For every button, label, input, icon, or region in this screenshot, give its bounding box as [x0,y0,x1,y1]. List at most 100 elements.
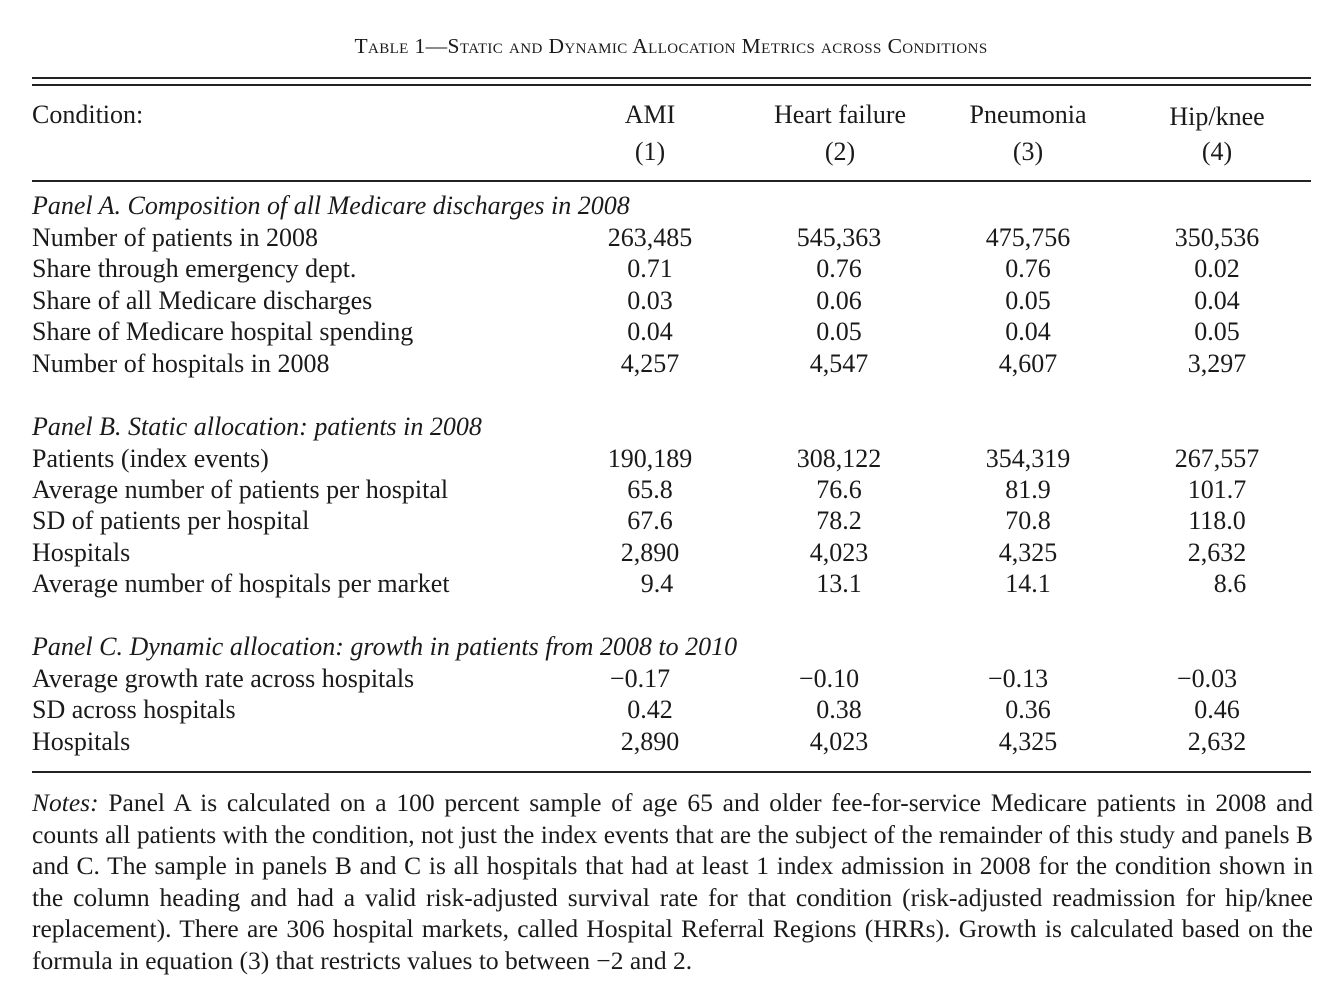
row-label: SD across hospitals [32,695,236,724]
cell-pneumonia: 0.04 [1005,317,1051,346]
cell-ami: 67.6 [627,506,673,535]
cell-pneumonia: 0.76 [1005,254,1051,283]
cell-heart-failure: 0.06 [816,286,862,315]
column-name-pneumonia: Pneumonia [969,100,1087,129]
cell-heart-failure: 4,547 [809,349,869,378]
cell-heart-failure: 4,023 [809,727,869,756]
cell-hip-knee: −0.03 [1176,664,1238,693]
table-row: Average growth rate across hospitals −0.… [0,663,1334,695]
cell-hip-knee: 2,632 [1187,727,1247,756]
row-label: Average number of hospitals per market [32,569,450,598]
panel-a-title-row: Panel A. Composition of all Medicare dis… [0,190,1334,222]
cell-pneumonia: 4,607 [998,349,1058,378]
cell-pneumonia: 14.1 [1005,569,1051,598]
row-label: Share of Medicare hospital spending [32,317,414,346]
cell-ami: 2,890 [620,727,680,756]
cell-heart-failure: −0.10 [798,664,860,693]
cell-ami: 4,257 [620,349,680,378]
table-row: Share of all Medicare discharges 0.03 0.… [0,285,1334,317]
cell-hip-knee: 267,557 [1174,444,1260,473]
table-row: Number of patients in 2008 263,485 545,3… [0,222,1334,254]
cell-ami: −0.17 [609,664,671,693]
column-name-hip-knee: Hip/knee [1169,102,1265,131]
cell-hip-knee: 0.46 [1194,695,1240,724]
cell-ami: 2,890 [620,538,680,567]
cell-heart-failure: 0.05 [816,317,862,346]
notes-text: Panel A is calculated on a 100 percent s… [32,788,1314,975]
cell-ami: 0.04 [627,317,673,346]
panel-c-title: Panel C. Dynamic allocation: growth in p… [32,632,738,661]
top-rule [32,77,1311,79]
cell-heart-failure: 76.6 [816,475,862,504]
table-title: Table 1—Static and Dynamic Allocation Me… [354,34,988,58]
panel-a-title: Panel A. Composition of all Medicare dis… [32,191,630,220]
cell-ami: 0.71 [627,254,673,283]
cell-hip-knee: 8.6 [1213,569,1247,598]
row-label: Number of hospitals in 2008 [32,349,330,378]
table-row: Number of hospitals in 2008 4,257 4,547 … [0,348,1334,380]
cell-ami: 0.42 [627,695,673,724]
cell-heart-failure: 4,023 [809,538,869,567]
table-row: Average number of patients per hospital … [0,474,1334,506]
cell-ami: 65.8 [627,475,673,504]
cell-pneumonia: 81.9 [1005,475,1051,504]
table-row: Patients (index events) 190,189 308,122 … [0,443,1334,475]
row-label: Average number of patients per hospital [32,475,449,504]
column-number-1: (1) [634,137,666,166]
row-label: Hospitals [32,538,131,567]
table-row: SD of patients per hospital 67.6 78.2 70… [0,505,1334,537]
panel-b-title-row: Panel B. Static allocation: patients in … [0,411,1334,443]
header-row-names: Condition: AMI Heart failure Pneumonia H… [0,99,1334,131]
row-label: Share through emergency dept. [32,254,357,283]
panel-c-title-row: Panel C. Dynamic allocation: growth in p… [0,631,1334,663]
row-label: Patients (index events) [32,444,269,473]
table-row: Average number of hospitals per market 9… [0,568,1334,600]
cell-heart-failure: 13.1 [816,569,862,598]
column-number-3: (3) [1012,137,1044,166]
cell-heart-failure: 308,122 [796,444,882,473]
notes-label: Notes: [32,788,99,817]
table-row: Share through emergency dept. 0.71 0.76 … [0,253,1334,285]
cell-heart-failure: 78.2 [816,506,862,535]
cell-heart-failure: 0.76 [816,254,862,283]
cell-pneumonia: 4,325 [998,538,1058,567]
cell-hip-knee: 2,632 [1187,538,1247,567]
table-row: Hospitals 2,890 4,023 4,325 2,632 [0,537,1334,569]
table-notes: Notes: Panel A is calculated on a 100 pe… [32,787,1313,977]
table-row: Share of Medicare hospital spending 0.04… [0,316,1334,348]
cell-pneumonia: 475,756 [985,223,1071,252]
header-rule [32,180,1311,182]
row-label: Number of patients in 2008 [32,223,318,252]
cell-hip-knee: 101.7 [1187,475,1247,504]
cell-ami: 9.4 [640,569,674,598]
header-row-numbers: (1) (2) (3) (4) [0,136,1334,168]
cell-hip-knee: 0.02 [1194,254,1240,283]
condition-label: Condition: [32,100,144,129]
row-label: SD of patients per hospital [32,506,310,535]
cell-pneumonia: 0.05 [1005,286,1051,315]
cell-heart-failure: 0.38 [816,695,862,724]
cell-pneumonia: 354,319 [985,444,1071,473]
row-label: Share of all Medicare discharges [32,286,373,315]
cell-ami: 0.03 [627,286,673,315]
cell-pneumonia: 4,325 [998,727,1058,756]
cell-hip-knee: 0.04 [1194,286,1240,315]
top-rule-2 [32,84,1311,86]
cell-ami: 190,189 [607,444,693,473]
column-name-heart-failure: Heart failure [773,100,907,129]
cell-hip-knee: 350,536 [1174,223,1260,252]
column-number-2: (2) [824,137,856,166]
cell-hip-knee: 118.0 [1188,506,1246,535]
cell-hip-knee: 0.05 [1194,317,1240,346]
table-row: Hospitals 2,890 4,023 4,325 2,632 [0,726,1334,758]
row-label: Hospitals [32,727,131,756]
row-label: Average growth rate across hospitals [32,664,415,693]
table-row: SD across hospitals 0.42 0.38 0.36 0.46 [0,694,1334,726]
cell-hip-knee: 3,297 [1187,349,1247,378]
cell-pneumonia: 0.36 [1005,695,1051,724]
column-number-4: (4) [1201,137,1233,166]
cell-pneumonia: −0.13 [987,664,1049,693]
panel-b-title: Panel B. Static allocation: patients in … [32,412,482,441]
cell-heart-failure: 545,363 [796,223,882,252]
